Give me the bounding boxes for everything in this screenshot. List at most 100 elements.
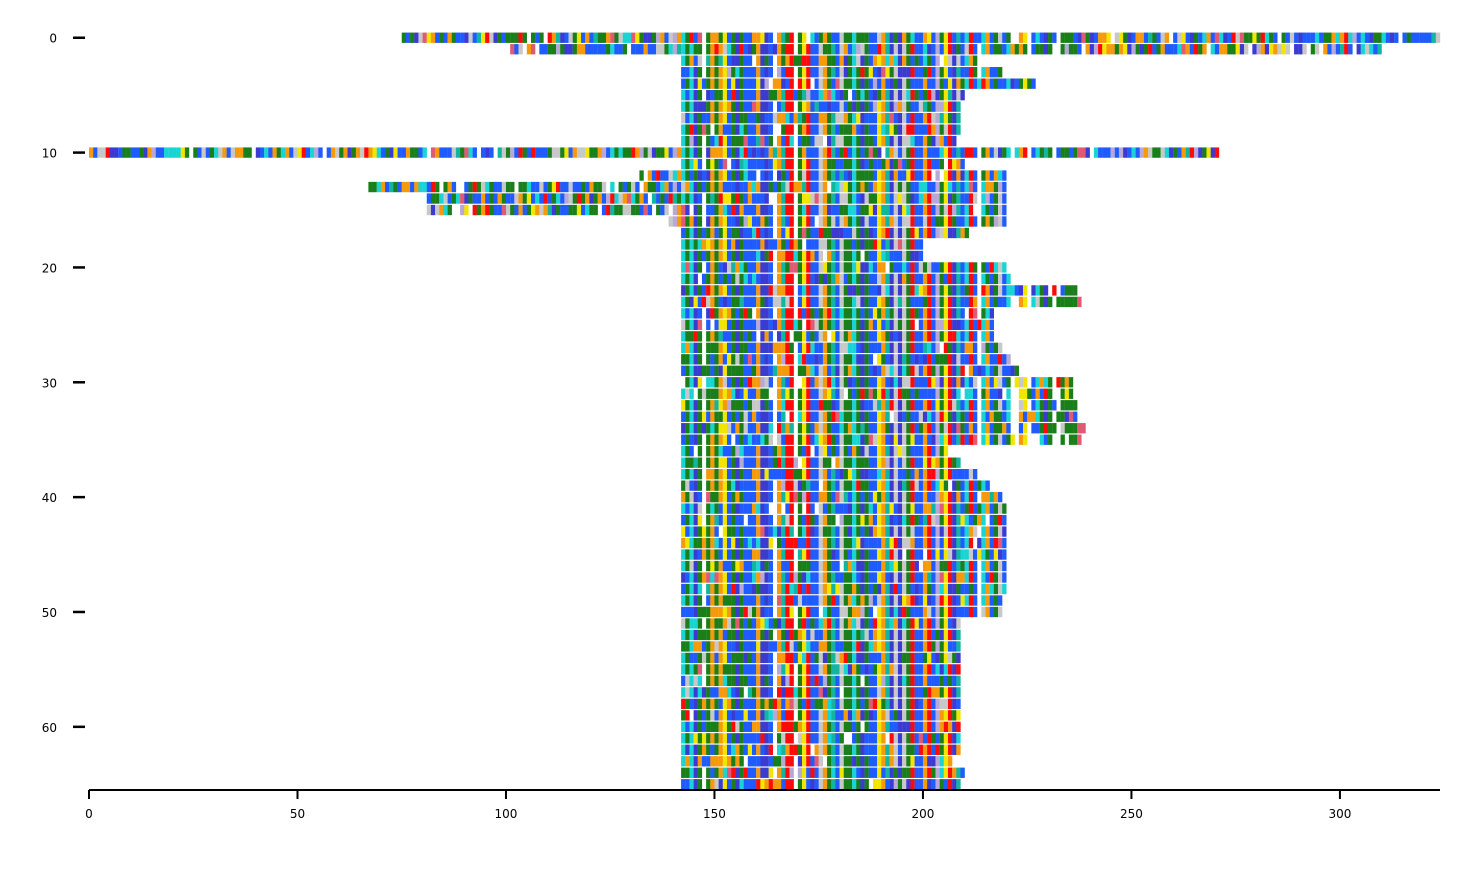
heatmap-cell bbox=[781, 342, 786, 354]
heatmap-cell bbox=[952, 687, 957, 698]
heatmap-cell bbox=[889, 78, 894, 89]
heatmap-cell bbox=[1143, 147, 1149, 158]
heatmap-cell bbox=[1373, 44, 1378, 55]
heatmap-cell bbox=[881, 664, 886, 675]
heatmap-cell bbox=[789, 239, 794, 250]
heatmap-cell bbox=[947, 262, 953, 273]
heatmap-cell bbox=[847, 675, 853, 687]
heatmap-cell bbox=[1035, 44, 1040, 55]
heatmap-cell bbox=[864, 606, 869, 618]
heatmap-cell bbox=[868, 469, 874, 480]
heatmap-cell bbox=[393, 147, 398, 158]
heatmap-cell bbox=[839, 572, 844, 583]
heatmap-cell bbox=[722, 503, 728, 514]
heatmap-cell bbox=[831, 595, 836, 606]
heatmap-cell bbox=[685, 250, 690, 262]
heatmap-cell bbox=[1002, 583, 1007, 595]
heatmap-cell bbox=[718, 112, 723, 124]
heatmap-row bbox=[681, 227, 969, 239]
heatmap-cell bbox=[818, 147, 824, 158]
heatmap-cell bbox=[714, 227, 719, 239]
heatmap-cell bbox=[726, 583, 732, 595]
heatmap-cell bbox=[943, 55, 949, 66]
heatmap-cell bbox=[535, 32, 540, 43]
heatmap-cell bbox=[918, 181, 924, 193]
heatmap-cell bbox=[918, 537, 924, 549]
heatmap-cell bbox=[806, 147, 811, 158]
heatmap-cell bbox=[226, 147, 231, 158]
heatmap-cell bbox=[993, 216, 999, 227]
heatmap-cell bbox=[914, 55, 919, 66]
heatmap-cell bbox=[885, 572, 890, 583]
heatmap-cell bbox=[614, 44, 619, 55]
heatmap-cell bbox=[735, 239, 740, 250]
heatmap-cell bbox=[906, 44, 911, 55]
heatmap-cell bbox=[756, 469, 761, 480]
heatmap-cell bbox=[718, 388, 723, 399]
heatmap-cell bbox=[877, 560, 882, 572]
heatmap-cell bbox=[922, 652, 928, 664]
heatmap-cell bbox=[927, 629, 932, 641]
heatmap-cell bbox=[1031, 44, 1036, 55]
heatmap-cell bbox=[902, 629, 907, 641]
heatmap-cell bbox=[693, 285, 698, 296]
heatmap-cell bbox=[877, 698, 882, 710]
heatmap-row bbox=[681, 560, 1007, 572]
heatmap-cell bbox=[639, 32, 644, 43]
heatmap-cell bbox=[835, 457, 840, 468]
heatmap-cell bbox=[918, 354, 924, 365]
heatmap-cell bbox=[822, 32, 828, 43]
heatmap-cell bbox=[689, 273, 694, 285]
heatmap-cell bbox=[993, 78, 999, 89]
heatmap-cell bbox=[756, 446, 761, 457]
heatmap-cell bbox=[802, 227, 807, 239]
heatmap-cell bbox=[768, 204, 773, 216]
heatmap-cell bbox=[706, 526, 711, 537]
heatmap-cell bbox=[747, 457, 753, 468]
heatmap-cell bbox=[697, 112, 703, 124]
heatmap-cell bbox=[726, 606, 732, 618]
heatmap-cell bbox=[768, 67, 773, 78]
heatmap-cell bbox=[743, 491, 748, 503]
heatmap-cell bbox=[689, 331, 694, 342]
heatmap-cell bbox=[751, 342, 757, 354]
heatmap-cell bbox=[910, 411, 915, 422]
heatmap-cell bbox=[964, 400, 969, 411]
heatmap-cell bbox=[722, 400, 728, 411]
heatmap-cell bbox=[814, 434, 819, 445]
heatmap-cell bbox=[681, 698, 686, 710]
heatmap-cell bbox=[681, 250, 686, 262]
heatmap-cell bbox=[972, 342, 978, 354]
heatmap-cell bbox=[956, 101, 961, 112]
heatmap-cell bbox=[881, 514, 886, 526]
heatmap-cell bbox=[685, 147, 690, 158]
heatmap-cell bbox=[497, 32, 502, 43]
heatmap-cell bbox=[814, 90, 819, 101]
heatmap-cell bbox=[881, 273, 886, 285]
heatmap-cell bbox=[852, 618, 857, 629]
heatmap-cell bbox=[781, 400, 786, 411]
heatmap-cell bbox=[914, 675, 919, 687]
heatmap-cell bbox=[889, 652, 894, 664]
heatmap-cell bbox=[726, 32, 732, 43]
heatmap-cell bbox=[768, 595, 773, 606]
heatmap-cell bbox=[1098, 32, 1103, 43]
heatmap-cell bbox=[693, 342, 698, 354]
heatmap-cell bbox=[847, 457, 853, 468]
heatmap-cell bbox=[681, 296, 686, 308]
heatmap-cell bbox=[939, 618, 944, 629]
heatmap-cell bbox=[922, 273, 928, 285]
heatmap-cell bbox=[1006, 44, 1011, 55]
heatmap-cell bbox=[806, 652, 811, 664]
heatmap-cell bbox=[743, 537, 748, 549]
heatmap-cell bbox=[868, 491, 874, 503]
heatmap-cell bbox=[626, 32, 632, 43]
heatmap-cell bbox=[618, 44, 623, 55]
heatmap-cell bbox=[722, 629, 728, 641]
heatmap-cell bbox=[714, 319, 719, 331]
heatmap-cell bbox=[902, 262, 907, 273]
heatmap-cell bbox=[906, 319, 911, 331]
heatmap-cell bbox=[760, 239, 765, 250]
heatmap-cell bbox=[993, 606, 999, 618]
heatmap-cell bbox=[777, 675, 782, 687]
